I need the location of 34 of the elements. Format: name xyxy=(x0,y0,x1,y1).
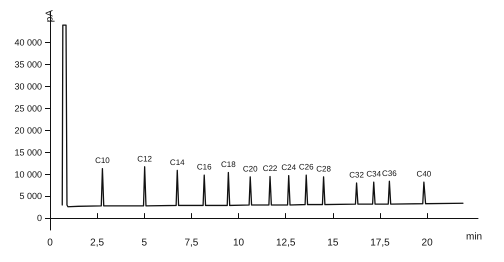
annotation: C26 xyxy=(298,162,314,172)
annotation: C24 xyxy=(281,163,297,172)
x-tick-label: 17,5 xyxy=(370,238,390,248)
y-tick-label: 40 000 xyxy=(14,38,42,48)
x-tick-label: 20 xyxy=(422,238,434,248)
x-tick-label: 2,5 xyxy=(90,238,105,248)
x-axis-title: min xyxy=(466,232,482,243)
y-tick-label: 0 xyxy=(36,213,42,224)
y-tick-label: 25 000 xyxy=(14,104,42,114)
x-tick-label: 12,5 xyxy=(276,238,296,248)
y-tick-label: 5 000 xyxy=(19,191,42,202)
annotation: C36 xyxy=(382,168,398,178)
annotation: C28 xyxy=(316,164,332,174)
x-tick-label: 0 xyxy=(47,238,54,248)
annotation: C40 xyxy=(416,170,432,179)
y-tick-label: 35 000 xyxy=(14,60,42,70)
y-tick-label: 15 000 xyxy=(14,147,42,158)
annotation: C34 xyxy=(366,170,382,179)
x-tick-label: 10 xyxy=(232,238,245,248)
annotation: C18 xyxy=(221,160,236,170)
annotation: C12 xyxy=(137,154,153,164)
annotation: C22 xyxy=(262,164,278,173)
y-tick-label: 10 000 xyxy=(14,169,42,180)
line-series xyxy=(62,24,464,208)
annotation: C20 xyxy=(242,164,258,174)
annotation: C14 xyxy=(170,158,186,167)
annotation: C16 xyxy=(196,162,212,172)
x-tick-label: 7,5 xyxy=(184,238,199,248)
annotation: C10 xyxy=(95,156,110,166)
x-tick-label: 5 xyxy=(141,238,148,248)
x-tick-label: 15 xyxy=(327,238,339,248)
y-tick-label: 20 000 xyxy=(14,125,42,136)
annotation: C32 xyxy=(349,170,364,180)
y-tick-label: 30 000 xyxy=(14,82,42,92)
